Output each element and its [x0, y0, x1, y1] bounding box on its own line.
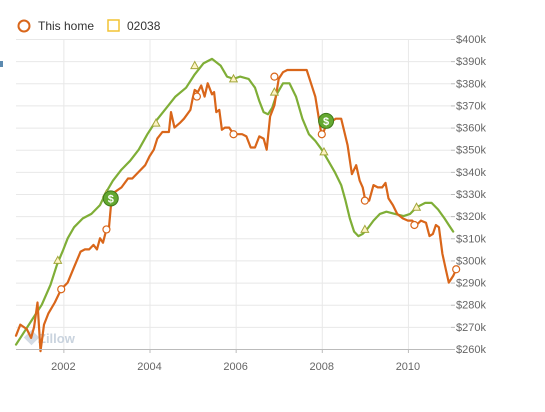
marker-layer: [53, 60, 461, 294]
zip-marker-3: [190, 60, 200, 70]
this-home-marker-7: [410, 220, 419, 230]
x-tick-label-1: 2004: [137, 361, 161, 373]
y-tick-label-1: $270k: [456, 322, 486, 334]
x-tick-label-0: 2002: [51, 361, 75, 373]
series-line-zip: [14, 57, 455, 346]
y-tick-label-11: $370k: [456, 100, 486, 112]
left-edge-marker: [0, 61, 3, 67]
y-tick-label-8: $340k: [456, 167, 486, 179]
this-home-marker-6: [360, 196, 369, 205]
this-home-marker-1: [102, 225, 111, 234]
this-home-marker-8: [452, 265, 461, 274]
y-tick-label-5: $310k: [456, 233, 486, 245]
y-tick-label-2: $280k: [456, 300, 486, 312]
y-tick-label-13: $390k: [456, 56, 486, 68]
this-home-marker-5: [317, 130, 326, 139]
y-tick-label-0: $260k: [456, 344, 486, 356]
y-tick-label-4: $300k: [456, 255, 486, 267]
zip-marker-5: [269, 87, 280, 96]
zip-marker-0: [53, 255, 63, 264]
zip-marker-8: [411, 202, 422, 211]
x-tick-label-4: 2010: [396, 361, 420, 373]
sale-dollar-circle-0: [102, 190, 119, 207]
x-tick-label-2: 2006: [223, 361, 247, 373]
zip-marker-6: [319, 146, 329, 156]
this-home-marker-0: [57, 285, 66, 294]
legend-square-icon: [107, 19, 120, 32]
y-tick-label-7: $330k: [456, 189, 486, 201]
legend-label-this-home: This home: [38, 19, 94, 33]
x-tick-label-3: 2008: [310, 361, 334, 373]
y-tick-label-14: $400k: [456, 34, 486, 46]
legend-circle-icon: [17, 19, 31, 33]
this-home-marker-3: [229, 130, 238, 139]
zip-marker-2: [151, 118, 161, 127]
y-tick-label-3: $290k: [456, 278, 486, 290]
zip-marker-7: [360, 224, 370, 233]
sale-events: $$: [102, 112, 335, 207]
y-tick-label-6: $320k: [456, 211, 486, 223]
this-home-marker-2: [192, 92, 201, 101]
sale-dollar-circle-1: [318, 112, 335, 129]
y-tick-label-10: $360k: [456, 123, 486, 135]
y-tick-label-12: $380k: [456, 78, 486, 90]
zip-marker-4: [228, 73, 239, 83]
y-tick-label-9: $350k: [456, 145, 486, 157]
sale-dollar-glyph-0: $: [108, 193, 114, 205]
sale-dollar-glyph-1: $: [323, 116, 329, 128]
sale-dollar-icon: $: [318, 112, 335, 129]
legend: This home 02038: [17, 19, 161, 33]
this-home-marker-4: [270, 72, 279, 81]
grid: [16, 39, 451, 350]
zillow-watermark-text: Zillow: [38, 331, 76, 346]
legend-label-zip: 02038: [127, 19, 161, 33]
sale-dollar-icon: $: [102, 190, 119, 207]
axes: $260k $270k $280k $290k $300k $310k $320k $330k…: [16, 34, 486, 373]
